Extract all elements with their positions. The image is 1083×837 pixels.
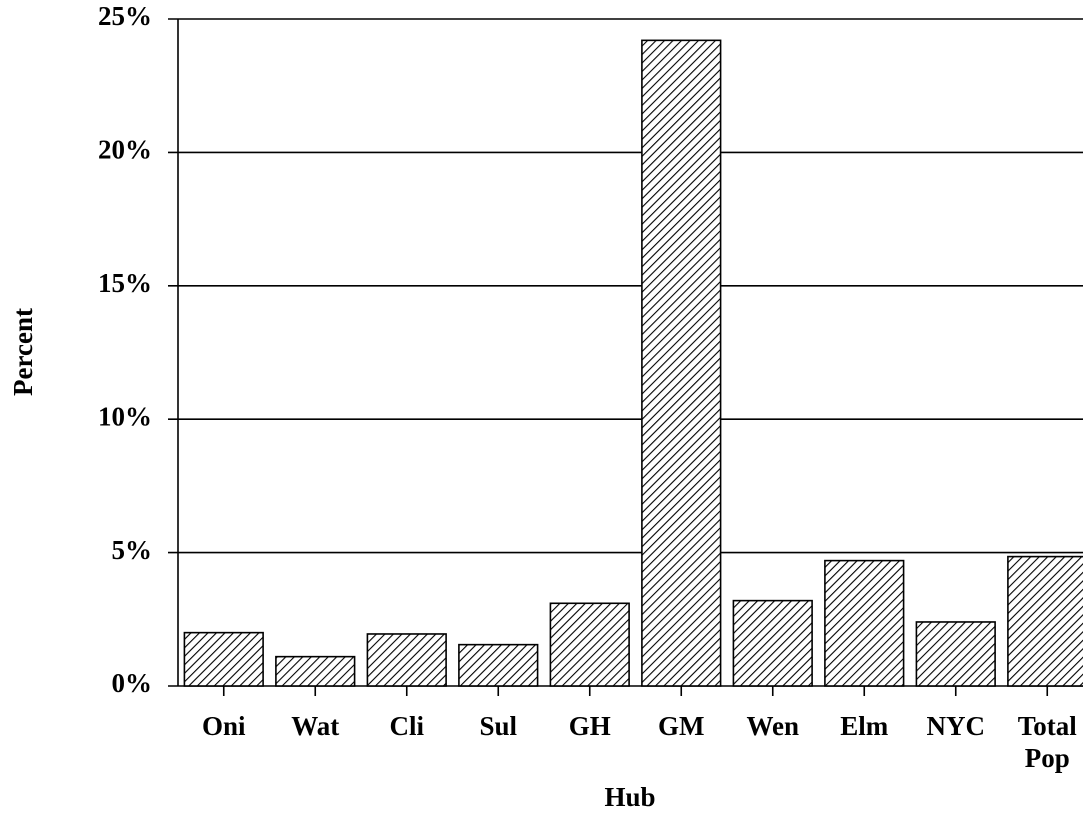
bar [641, 39, 722, 687]
bar [732, 599, 813, 687]
x-tick-label: Total Pop [1017, 711, 1077, 773]
x-tick-label: Elm [840, 711, 889, 741]
bar [824, 559, 905, 687]
bar [366, 633, 447, 687]
x-axis-label: Hub [604, 782, 655, 812]
y-tick-label: 5% [112, 535, 153, 565]
x-tick-label: Sul [479, 711, 518, 741]
bar [458, 643, 539, 687]
bar [183, 631, 264, 687]
y-tick-label: 20% [98, 135, 152, 165]
bar [549, 602, 630, 687]
bar [1007, 555, 1083, 687]
bar [275, 655, 356, 687]
y-tick-label: 25% [98, 1, 152, 31]
x-tick-label: Cli [389, 711, 424, 741]
x-tick-label: Wen [746, 711, 799, 741]
x-tick-label: GM [658, 711, 705, 741]
x-tick-label: Wat [291, 711, 340, 741]
x-tick-label: Oni [201, 711, 246, 741]
y-tick-label: 0% [112, 668, 153, 698]
x-tick-label: NYC [926, 711, 986, 741]
x-tick-label: GH [568, 711, 611, 741]
bar [915, 621, 996, 687]
y-tick-label: 10% [98, 401, 152, 431]
y-tick-label: 15% [98, 268, 152, 298]
y-axis-label: Percent [8, 308, 38, 396]
